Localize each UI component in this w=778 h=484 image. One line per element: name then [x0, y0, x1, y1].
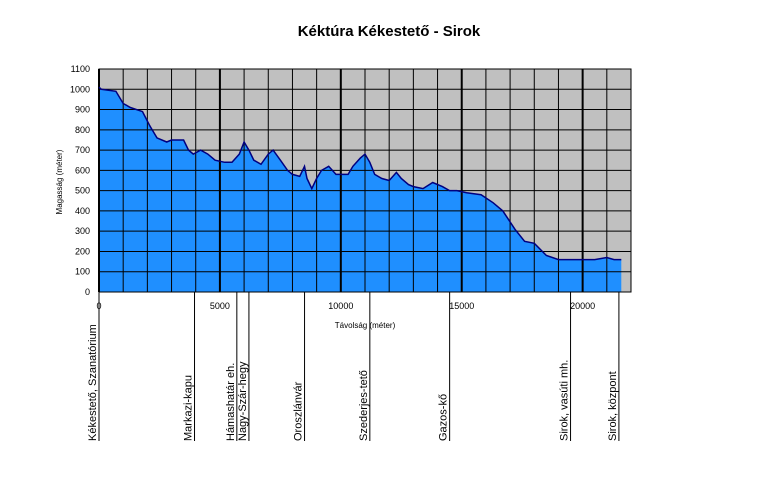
chart-title: Kéktúra Kékestető - Sirok [298, 23, 481, 40]
line-layer [98, 86, 622, 261]
waypoint-markers: Kékestető, Szanatórium Markazi-kapu Hámash… [87, 292, 620, 441]
y-tick-label: 500 [75, 186, 90, 196]
y-tick-label: 0 [85, 287, 90, 297]
waypoint-label: Oroszlánvár [293, 381, 305, 441]
waypoint-label: Sirok, központ [607, 371, 619, 441]
y-tick-label: 1100 [71, 64, 90, 74]
y-tick-label: 800 [75, 125, 90, 135]
waypoint-label: Sirok, vasúti mh. [559, 360, 571, 441]
waypoint-label: Hámashatár eh. [225, 363, 237, 441]
y-tick-label: 1000 [70, 84, 90, 94]
waypoint-label: Szederjes-tető [358, 370, 370, 441]
y-tick-label: 900 [75, 105, 90, 115]
y-tick-label: 200 [75, 246, 90, 256]
fill-layer [99, 87, 622, 292]
x-tick-label: 20000 [570, 301, 595, 311]
waypoint-label: Kékestető, Szanatórium [87, 324, 99, 441]
y-tick-label: 700 [75, 145, 90, 155]
waypoint-label: Nagy-Szár-hegy [237, 361, 249, 441]
y-axis-label: Magasság (méter) [55, 149, 64, 214]
x-tick-label: 10000 [328, 301, 353, 311]
x-axis-label: Távolság (méter) [335, 321, 396, 330]
elevation-line [98, 86, 622, 261]
plot-border [98, 68, 632, 293]
x-tick-label: 15000 [449, 301, 474, 311]
elevation-area [99, 87, 622, 292]
x-tick-label: 5000 [210, 301, 230, 311]
y-tick-label: 300 [75, 226, 90, 236]
waypoint-label: Markazi-kapu [183, 375, 195, 441]
y-tick-label: 400 [75, 206, 90, 216]
y-tick-label: 100 [75, 267, 90, 277]
y-tick-label: 600 [75, 165, 90, 175]
y-tick-labels: 0 100 200 300 400 500 600 700 800 900 1000 1100 [70, 64, 90, 297]
waypoint-label: Gazos-kő [438, 394, 450, 441]
